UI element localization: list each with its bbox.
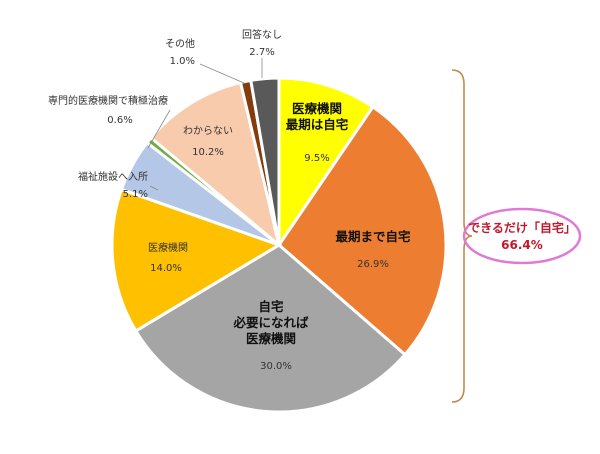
slice-value-saiki-made-jitaku: 26.9% [357, 259, 389, 270]
slice-label-iryo-kikan: 医療機関 [148, 241, 188, 254]
slice-value-senmon-sekkyoku: 0.6% [107, 115, 132, 126]
slice-value-jitaku-hitsuyo-iryo: 30.0% [260, 361, 292, 372]
slice-label-senmon-sekkyoku: 専門的医療機関で積極治療 [48, 94, 168, 107]
slice-label-saiki-made-jitaku: 最期まで自宅 [335, 229, 411, 244]
pie-slices [110, 76, 448, 414]
leader-line-sonota [199, 63, 245, 84]
group-brace [451, 69, 473, 403]
slice-value-sonota: 1.0% [170, 56, 195, 67]
slice-label-wakaranai: わからない [183, 125, 233, 137]
slice-value-fukushi-shisetsu: 5.1% [123, 189, 148, 200]
callout-title: できるだけ「自宅」 [468, 220, 576, 235]
pie-slice-iryo-saiki-jitaku [277, 76, 375, 250]
slice-value-wakaranai: 10.2% [192, 147, 224, 158]
pie-slice-saiki-made-jitaku [277, 104, 448, 357]
slice-label-sonota: その他 [165, 37, 195, 50]
slice-label-fukushi-shisetsu: 福祉施設へ入所 [78, 170, 148, 183]
pie-slice-jitaku-hitsuyo-iryo [133, 243, 408, 414]
slice-value-kaito-nashi: 2.7% [249, 47, 274, 58]
slice-label-kaito-nashi: 回答なし [242, 28, 282, 41]
slice-value-iryo-saiki-jitaku: 9.5% [304, 153, 329, 164]
pie-slice-iryo-kikan [110, 187, 283, 333]
leader-lines [147, 58, 263, 191]
callout-value: 66.4% [501, 238, 543, 252]
slice-labels: 医療機関最期は自宅 9.5% 最期まで自宅 26.9% 自宅必要になれば医療機関 30.0… [48, 28, 411, 372]
leader-line-fukushi-shisetsu [149, 185, 159, 191]
leader-line-senmon-sekkyoku [147, 109, 171, 149]
slice-value-iryo-kikan: 14.0% [150, 263, 182, 274]
pie-slice-kaito-nashi [249, 76, 281, 246]
slice-label-jitaku-hitsuyo-iryo: 自宅必要になれば医療機関 [232, 299, 309, 346]
pie-slice-wakaranai [148, 80, 282, 250]
slice-label-iryo-saiki-jitaku: 医療機関最期は自宅 [286, 101, 349, 132]
callout-ellipse [462, 207, 582, 265]
